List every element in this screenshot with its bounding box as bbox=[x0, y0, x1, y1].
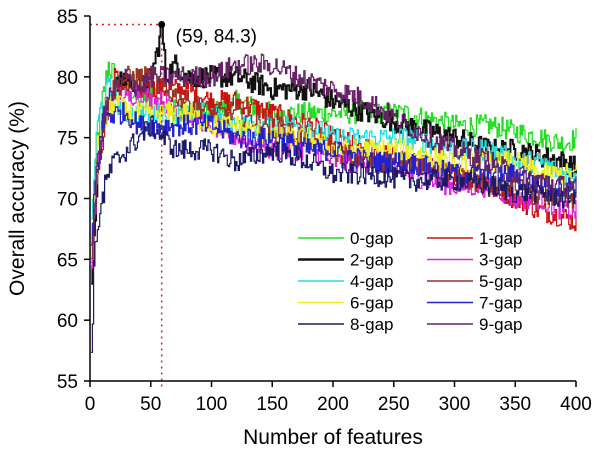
y-tick-label: 75 bbox=[57, 129, 78, 150]
legend-item-7-gap: 7-gap bbox=[427, 294, 522, 313]
legend-item-9-gap: 9-gap bbox=[427, 315, 522, 334]
y-tick-label: 65 bbox=[57, 250, 78, 271]
legend-item-2-gap: 2-gap bbox=[298, 251, 393, 270]
legend-label: 0-gap bbox=[350, 229, 393, 248]
legend-label: 2-gap bbox=[350, 251, 393, 270]
peak-point bbox=[158, 21, 166, 29]
x-tick-label: 350 bbox=[499, 394, 531, 415]
legend-label: 6-gap bbox=[350, 294, 393, 313]
x-tick-label: 100 bbox=[196, 394, 228, 415]
legend-item-8-gap: 8-gap bbox=[298, 315, 393, 334]
legend-label: 8-gap bbox=[350, 315, 393, 334]
y-axis-title: Overall accuracy (%) bbox=[6, 101, 29, 296]
reference-lines bbox=[90, 21, 166, 389]
legend-label: 3-gap bbox=[479, 251, 522, 270]
legend-item-4-gap: 4-gap bbox=[298, 272, 393, 291]
x-tick-label: 50 bbox=[140, 394, 161, 415]
x-tick-label: 250 bbox=[378, 394, 410, 415]
x-tick-label: 0 bbox=[85, 394, 96, 415]
legend-item-3-gap: 3-gap bbox=[427, 251, 522, 270]
x-tick-label: 300 bbox=[439, 394, 471, 415]
x-tick-label: 150 bbox=[256, 394, 288, 415]
legend-label: 1-gap bbox=[479, 229, 522, 248]
series-line-7-gap bbox=[91, 102, 577, 246]
series-line-8-gap bbox=[91, 115, 577, 353]
x-tick-label: 200 bbox=[317, 394, 349, 415]
x-axis-title: Number of features bbox=[243, 426, 423, 449]
legend-label: 4-gap bbox=[350, 272, 393, 291]
legend: 0-gap 1-gap 2-gap 3-gap 4-gap 5-gap 6-gap 7-gap… bbox=[298, 229, 522, 334]
legend-item-0-gap: 0-gap bbox=[298, 229, 393, 248]
legend-label: 9-gap bbox=[479, 315, 522, 334]
legend-item-5-gap: 5-gap bbox=[427, 272, 522, 291]
tick-labels: 0 50 100 150 200 250 300 350 400 55 60 65 70 75 80 85 bbox=[57, 7, 592, 415]
legend-item-1-gap: 1-gap bbox=[427, 229, 522, 248]
peak-annotation: (59, 84.3) bbox=[176, 27, 257, 48]
y-tick-label: 70 bbox=[57, 190, 78, 211]
y-tick-label: 80 bbox=[57, 68, 78, 89]
legend-item-6-gap: 6-gap bbox=[298, 294, 393, 313]
series-line-9-gap bbox=[91, 53, 577, 246]
y-tick-label: 85 bbox=[57, 7, 78, 28]
series-layer bbox=[91, 23, 577, 353]
legend-label: 5-gap bbox=[479, 272, 522, 291]
y-tick-label: 55 bbox=[57, 372, 78, 393]
axes bbox=[84, 15, 577, 387]
x-tick-label: 400 bbox=[560, 394, 592, 415]
legend-label: 7-gap bbox=[479, 294, 522, 313]
y-tick-label: 60 bbox=[57, 311, 78, 332]
